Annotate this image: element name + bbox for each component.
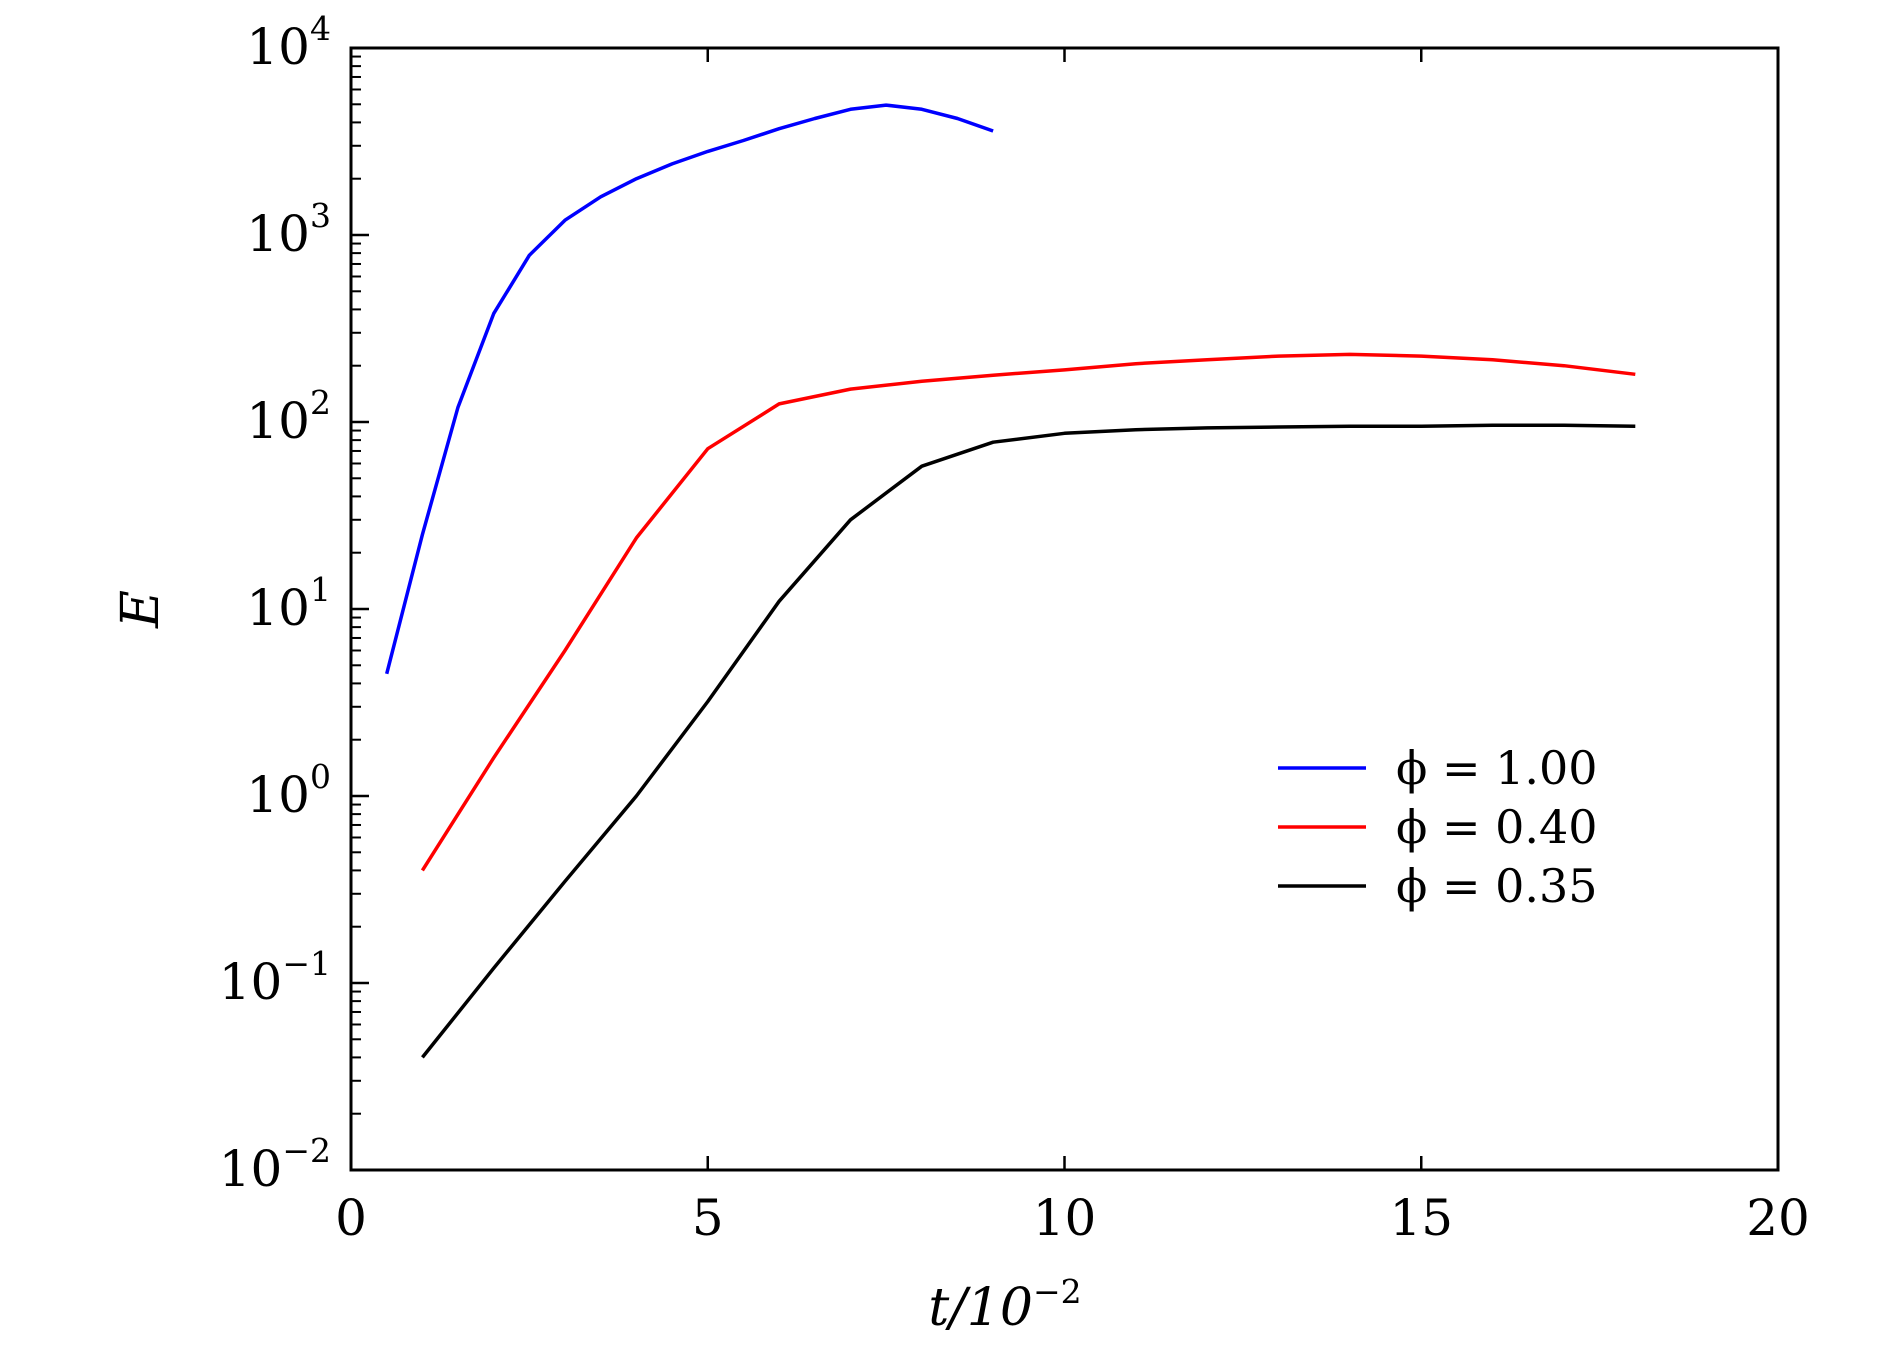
y-tick-exponent: −1 — [282, 944, 331, 983]
series-lines — [385, 103, 1636, 1059]
y-tick-base: 10 — [246, 18, 310, 76]
x-tick-label: 15 — [1389, 1189, 1453, 1247]
y-tick-base: 10 — [246, 392, 310, 450]
plot-frame — [349, 46, 1780, 1172]
y-tick-exponent: 4 — [310, 9, 331, 48]
y-tick-base: 10 — [246, 766, 310, 824]
series-line-1 — [420, 352, 1636, 872]
legend-label-1: ϕ = 0.40 — [1396, 800, 1598, 854]
y-tick-exponent: 3 — [310, 196, 331, 235]
y-tick-base: 10 — [219, 1140, 283, 1198]
y-tick-label: 103 — [246, 196, 331, 263]
y-tick-label: 10−1 — [219, 944, 331, 1011]
y-tick-exponent: 1 — [310, 570, 331, 609]
x-axis-label-exponent: −2 — [1033, 1272, 1082, 1311]
legend-label-2: ϕ = 0.35 — [1396, 859, 1598, 913]
x-axis-label: t/10−2 — [928, 1272, 1081, 1338]
minor-ticks — [351, 55, 361, 1115]
y-tick-label: 100 — [246, 757, 331, 824]
y-tick-label: 104 — [246, 9, 331, 76]
y-tick-exponent: −2 — [282, 1131, 331, 1170]
y-axis-label: E — [111, 590, 171, 629]
x-tick-label: 0 — [335, 1189, 367, 1247]
y-tick-exponent: 0 — [310, 757, 331, 796]
legend: ϕ = 1.00ϕ = 0.40ϕ = 0.35 — [1278, 741, 1598, 913]
y-tick-base: 10 — [219, 953, 283, 1011]
series-line-0 — [385, 103, 994, 675]
x-tick-label: 10 — [1033, 1189, 1097, 1247]
y-tick-exponent: 2 — [310, 383, 331, 422]
y-tick-base: 10 — [246, 579, 310, 637]
x-axis: 0 5 10 15 20 — [335, 48, 1810, 1247]
x-tick-label: 5 — [692, 1189, 724, 1247]
series-line-2 — [421, 423, 1636, 1059]
x-tick-label: 20 — [1746, 1189, 1810, 1247]
legend-label-0: ϕ = 1.00 — [1396, 741, 1598, 795]
y-tick-label: 101 — [246, 570, 331, 637]
y-tick-label: 10−2 — [219, 1131, 331, 1198]
y-tick-label: 102 — [246, 383, 331, 450]
y-tick-base: 10 — [246, 205, 310, 263]
